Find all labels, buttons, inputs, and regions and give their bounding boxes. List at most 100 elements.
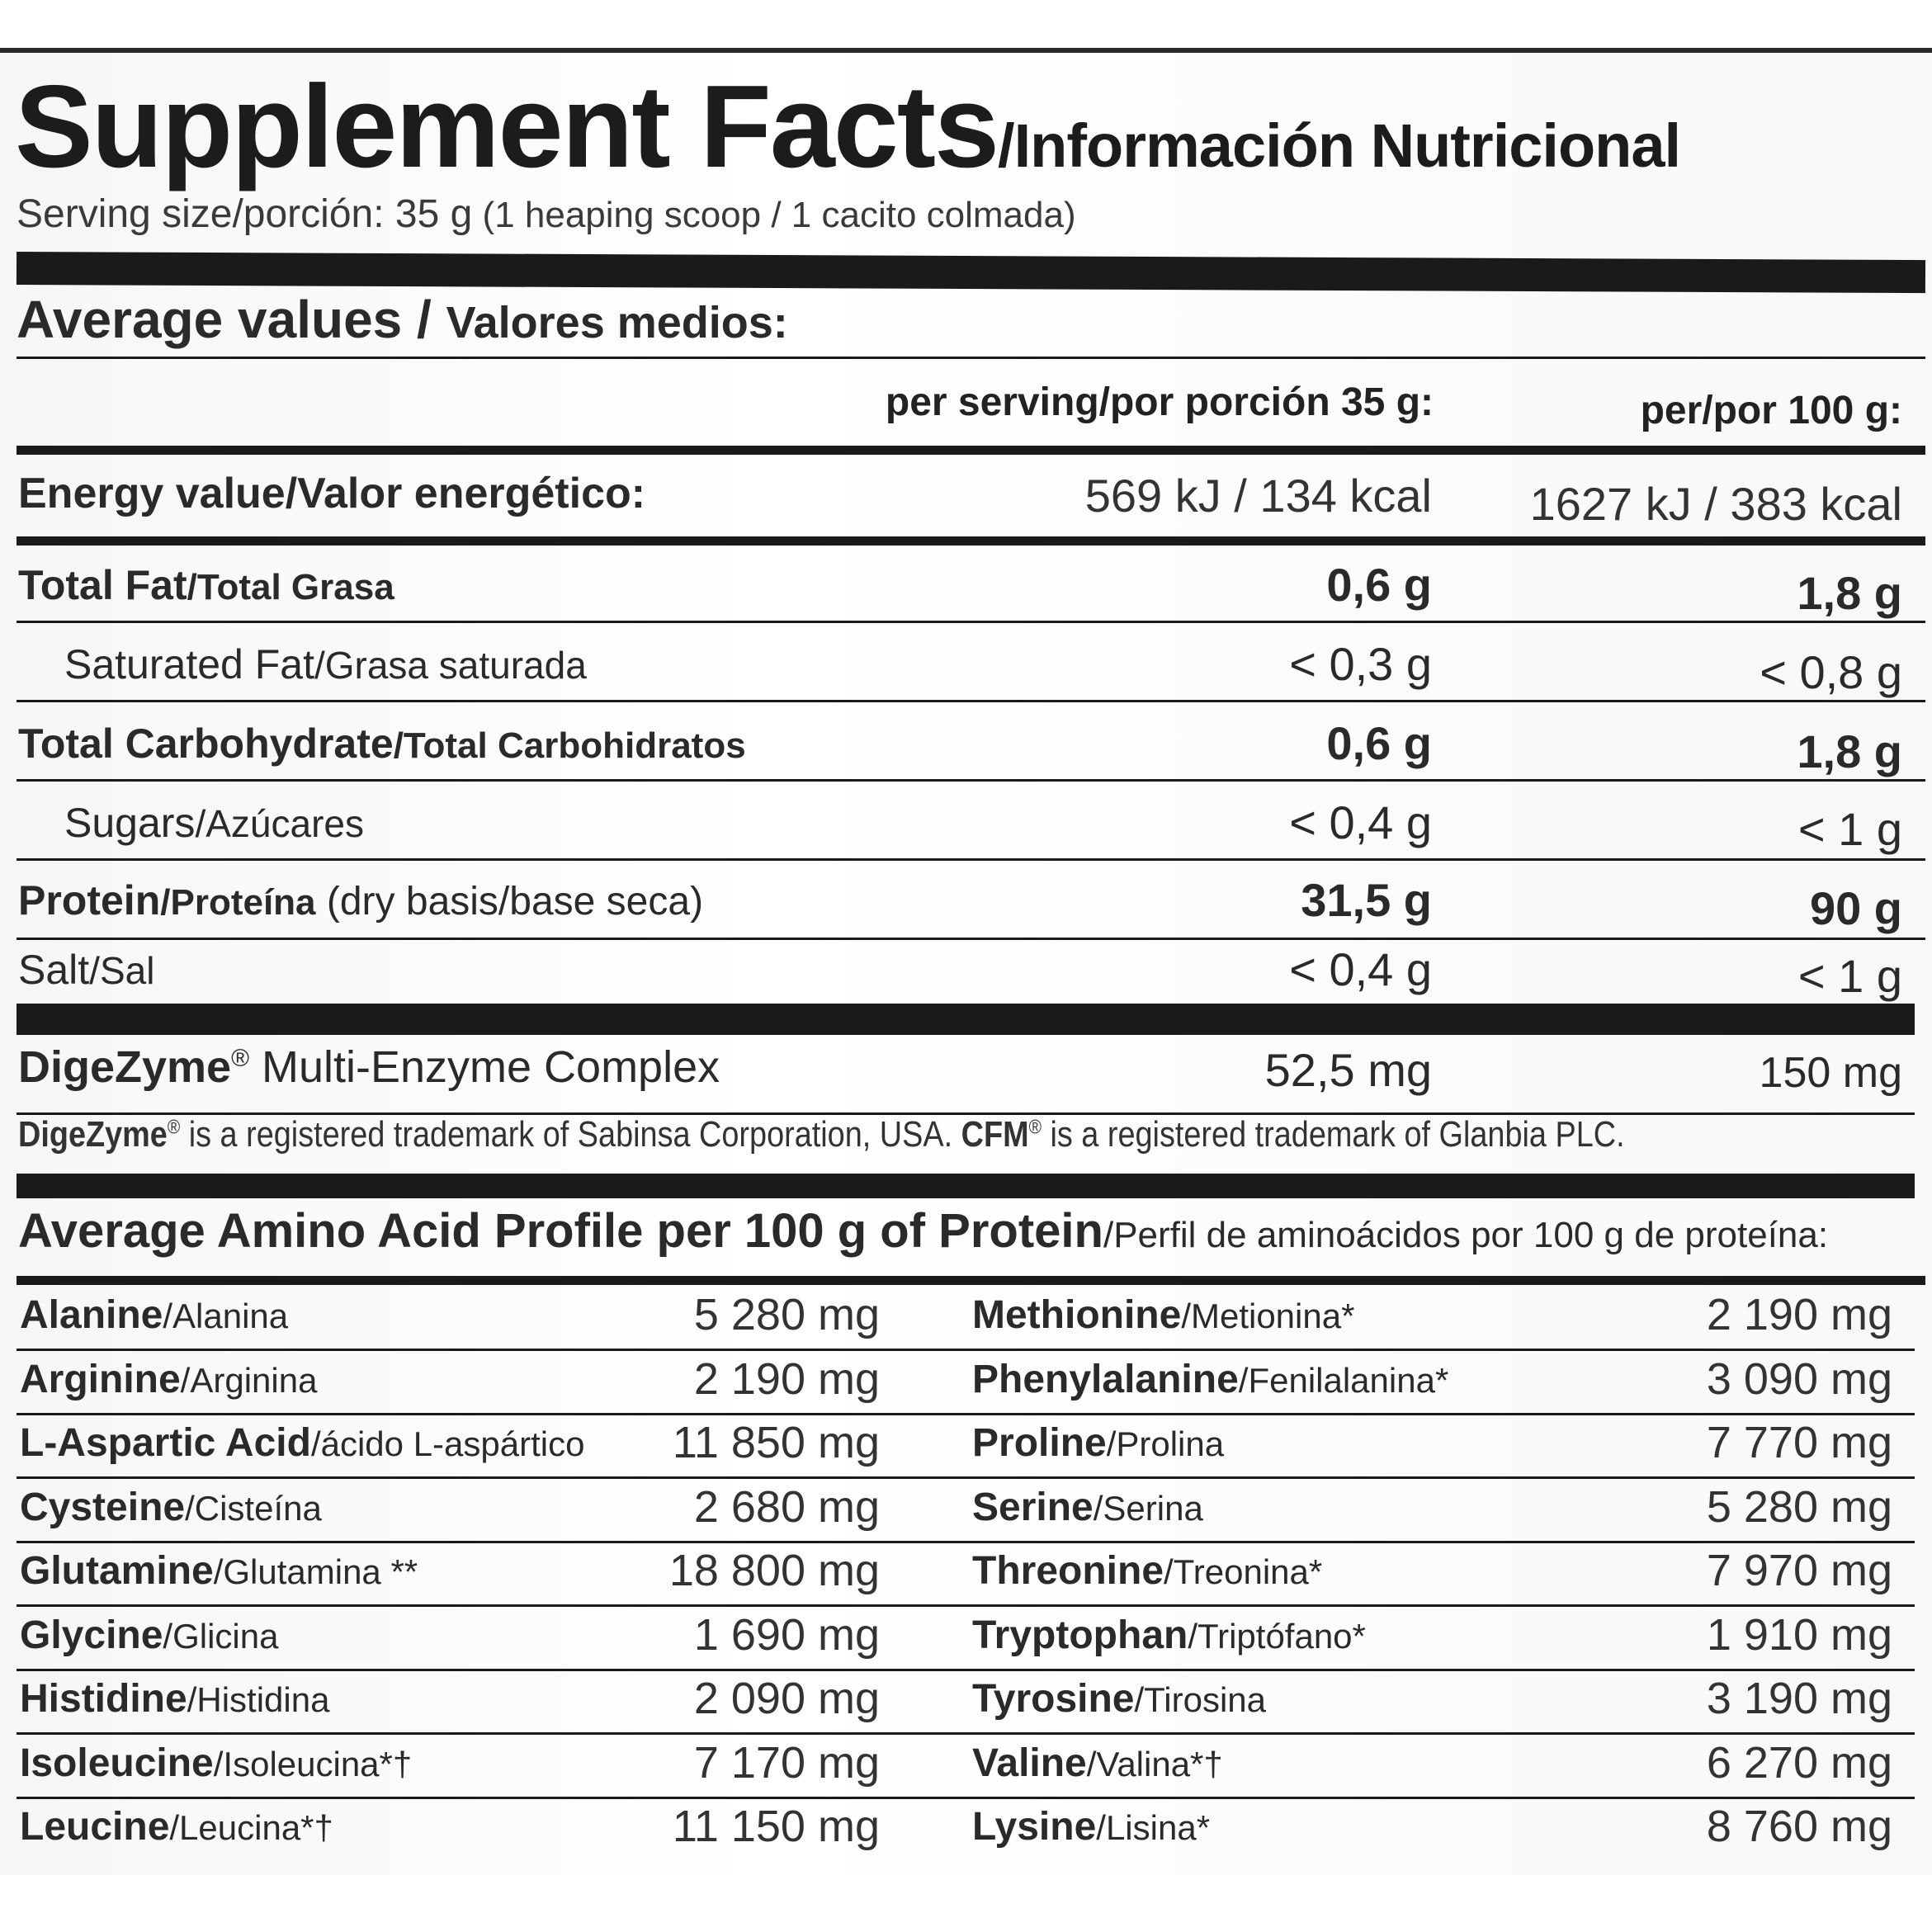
amino-row-divider [17,1732,1915,1735]
nutrient-serving: < 0,3 g [1289,638,1432,690]
average-sep: / [402,290,446,349]
registered-mark: ® [1028,1116,1042,1139]
amino-acid-title: Average Amino Acid Profile per 100 g of … [18,1203,1828,1259]
divider-medium [17,536,1925,546]
nutrient-label-protein: Protein/Proteína (dry basis/base seca) [18,876,703,924]
nutrient-label-saturated-fat: Saturated Fat/Grasa saturada [64,640,587,688]
amino-acid-en: Glutamine [20,1549,214,1593]
nutrient-es: /Proteína [160,882,316,923]
amino-acid-value: 2 190 mg [693,1354,880,1404]
amino-acid-es: /Triptófano* [1188,1617,1366,1656]
nutrient-per100: < 0,8 g [1760,646,1902,698]
amino-acid-value: 2 680 mg [693,1482,880,1532]
amino-acid-name: Tryptophan/Triptófano* [972,1613,1366,1658]
nutrient-en: Protein [18,877,161,923]
amino-acid-name: Alanine/Alanina [20,1292,288,1338]
amino-acid-value: 11 850 mg [672,1418,880,1467]
amino-acid-value: 5 280 mg [1706,1482,1892,1532]
enzyme-serving: 52,5 mg [1264,1044,1432,1096]
amino-acid-name: Lysine/Lisina* [972,1804,1210,1849]
amino-title-es: /Perfil de aminoácidos por 100 g de prot… [1103,1215,1829,1255]
nutrient-serving: < 0,4 g [1289,943,1432,995]
nutrient-en: Total Fat [18,562,187,608]
amino-acid-en: Proline [972,1421,1107,1465]
nutrient-per100: 1,8 g [1797,725,1902,777]
amino-acid-es: /Leucina*† [169,1808,333,1847]
amino-acid-es: /Serina [1093,1489,1203,1528]
amino-acid-value: 7 970 mg [1706,1546,1892,1595]
amino-acid-value: 7 770 mg [1706,1418,1892,1467]
trademark-brand2: CFM [961,1114,1029,1155]
nutrient-per100: 1,8 g [1797,567,1902,619]
nutrient-serving: 31,5 g [1301,874,1432,926]
amino-acid-es: /Tirosina [1134,1680,1267,1719]
amino-acid-value: 6 270 mg [1706,1738,1892,1788]
amino-acid-value: 2 190 mg [1706,1290,1892,1339]
serving-label: Serving size/porción: 35 g [17,192,473,236]
enzyme-name: Multi-Enzyme Complex [248,1042,720,1092]
amino-row-divider [17,1541,1915,1543]
amino-acid-name: Leucine/Leucina*† [20,1804,333,1849]
serving-size: Serving size/porción: 35 g (1 heaping sc… [17,191,1076,237]
divider-thin [17,1112,1915,1115]
amino-acid-es: /Glicina [163,1617,279,1656]
nutrient-en: Salt [18,947,90,993]
nutrient-label-total-fat: Total Fat/Total Grasa [18,561,394,609]
energy-serving: 569 kJ / 134 kcal [1084,470,1432,522]
amino-acid-en: Tyrosine [972,1677,1135,1721]
amino-acid-name: Phenylalanine/Fenilalanina* [972,1357,1448,1402]
enzyme-per100: 150 mg [1759,1049,1902,1097]
amino-acid-value: 18 800 mg [668,1546,880,1595]
enzyme-label: DigeZyme® Multi-Enzyme Complex [18,1042,720,1093]
divider-thin [17,621,1925,623]
title-sub: /Información Nutricional [998,111,1681,180]
average-es: Valores medios: [446,298,788,347]
amino-acid-es: /Histidina [187,1680,330,1719]
amino-acid-es: /Lisina* [1096,1808,1211,1847]
amino-acid-es: /Treonina* [1164,1552,1323,1591]
amino-acid-value: 5 280 mg [693,1290,880,1339]
amino-acid-name: Valine/Valina*† [972,1741,1223,1786]
amino-acid-en: Histidine [20,1677,187,1721]
nutrient-es: /Sal [89,949,155,992]
energy-per100: 1627 kJ / 383 kcal [1529,478,1902,530]
amino-acid-name: Tyrosine/Tirosina [972,1676,1266,1722]
amino-acid-en: Cysteine [20,1486,186,1529]
amino-acid-en: Threonine [972,1549,1164,1593]
nutrient-per100: 90 g [1809,882,1902,934]
divider-medium [17,1276,1925,1285]
amino-acid-en: L-Aspartic Acid [20,1421,311,1465]
amino-acid-name: Isoleucine/Isoleucina*† [20,1741,412,1786]
amino-acid-value: 3 190 mg [1706,1674,1892,1723]
amino-acid-name: Proline/Prolina [972,1420,1224,1466]
amino-acid-name: Threonine/Treonina* [972,1548,1322,1594]
amino-acid-name: Serine/Serina [972,1485,1203,1530]
amino-title-en: Average Amino Acid Profile per 100 g of … [18,1204,1103,1258]
amino-acid-value: 8 760 mg [1706,1802,1892,1851]
amino-acid-es: /Metionina* [1181,1297,1355,1335]
divider-medium [17,446,1925,455]
energy-label: Energy value/Valor energético: [18,470,646,517]
amino-row-divider [17,1413,1915,1415]
label-panel [0,51,1932,1875]
divider-thick [17,1004,1915,1035]
divider-thin [17,357,1925,359]
amino-acid-en: Methionine [972,1293,1182,1337]
nutrient-es: /Grasa saturada [314,644,587,687]
average-values-title: Average values / Valores medios: [17,289,788,350]
amino-acid-en: Serine [972,1486,1094,1529]
nutrient-serving: 0,6 g [1326,559,1432,611]
bottom-edge [0,1875,1932,1932]
amino-acid-en: Phenylalanine [972,1358,1239,1401]
amino-acid-name: L-Aspartic Acid/ácido L-aspártico [20,1420,584,1466]
trademark-note: DigeZyme® is a registered trademark of S… [18,1114,1625,1155]
amino-row-divider [17,1476,1915,1479]
amino-acid-en: Alanine [20,1293,163,1337]
amino-acid-en: Valine [972,1741,1087,1785]
amino-acid-es: /Glutamina ** [213,1552,418,1591]
nutrient-en: Sugars [64,800,196,846]
amino-acid-en: Glycine [20,1613,163,1657]
top-edge [0,48,1932,53]
amino-acid-en: Isoleucine [20,1741,214,1785]
amino-acid-value: 1 690 mg [693,1610,880,1660]
